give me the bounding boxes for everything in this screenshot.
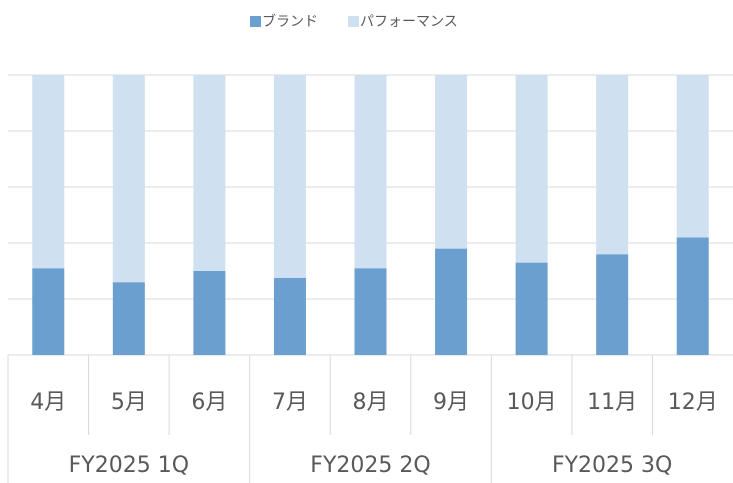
- bar-segment: [515, 75, 548, 263]
- bar-segment: [596, 254, 629, 355]
- group-label: FY2025 2Q: [310, 453, 430, 478]
- x-tick-label: 5月: [111, 390, 147, 415]
- x-tick-label: 7月: [272, 390, 308, 415]
- bar-segment: [596, 75, 629, 255]
- bar-segment: [32, 268, 65, 355]
- bar-segment: [273, 278, 306, 355]
- x-tick-label: 6月: [191, 390, 227, 415]
- x-tick-label: 12月: [668, 390, 718, 415]
- bar-segment: [354, 75, 387, 269]
- legend-label: パフォーマンス: [360, 14, 458, 30]
- bar-segment: [435, 75, 468, 249]
- group-label: FY2025 3Q: [552, 453, 672, 478]
- bar-segment: [193, 75, 226, 271]
- x-tick-label: 8月: [353, 390, 389, 415]
- bar-segment: [273, 75, 306, 278]
- bar-segment: [112, 75, 145, 283]
- bar-segment: [112, 282, 145, 355]
- bar-segment: [676, 237, 709, 355]
- bar-segment: [515, 262, 548, 355]
- x-tick-label: 11月: [587, 390, 637, 415]
- legend-swatch: [250, 16, 261, 27]
- bar-segment: [32, 75, 65, 269]
- legend-label: ブランド: [262, 13, 318, 30]
- bar-segment: [354, 268, 387, 355]
- x-tick-label: 4月: [30, 390, 66, 415]
- group-label: FY2025 1Q: [69, 453, 189, 478]
- x-tick-label: 10月: [507, 390, 557, 415]
- x-tick-label: 9月: [433, 390, 469, 415]
- bar-segment: [435, 248, 468, 355]
- legend-swatch: [348, 16, 359, 27]
- bar-segment: [676, 75, 709, 238]
- bar-segment: [193, 271, 226, 355]
